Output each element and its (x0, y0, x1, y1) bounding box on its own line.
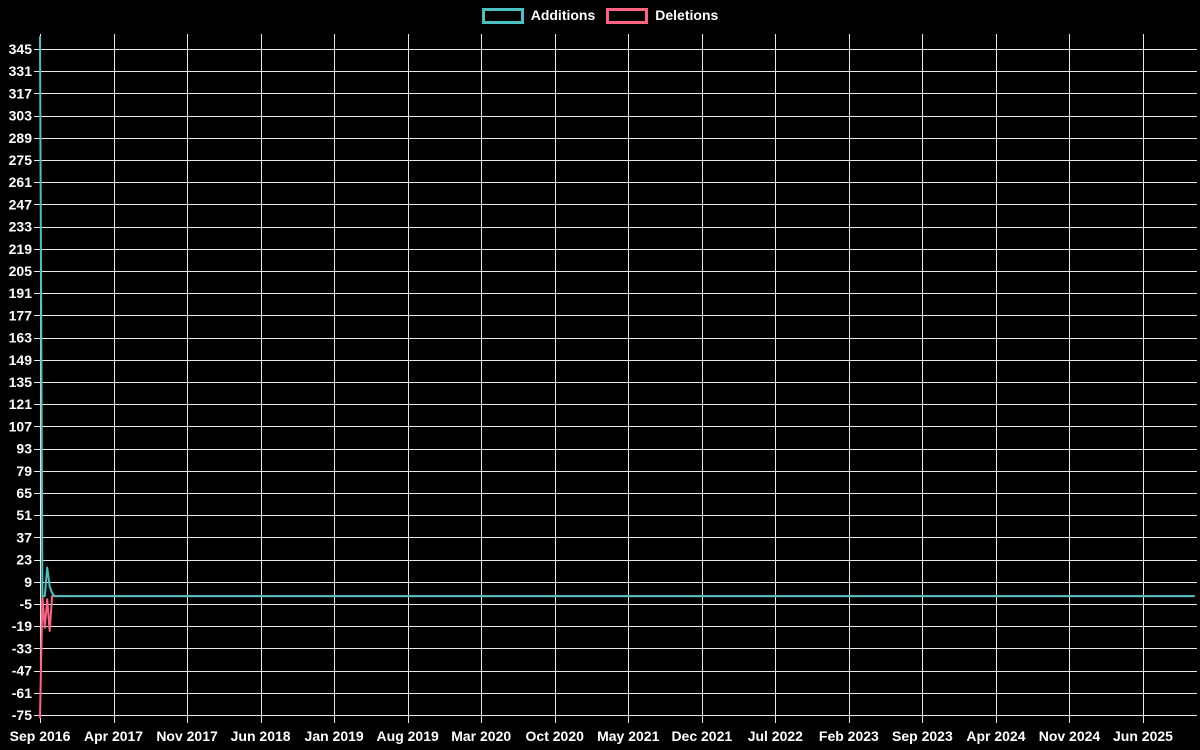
svg-text:37: 37 (16, 529, 32, 545)
svg-text:Mar 2020: Mar 2020 (451, 728, 511, 744)
svg-text:-75: -75 (12, 707, 32, 723)
svg-text:93: 93 (16, 441, 32, 457)
svg-text:331: 331 (9, 63, 33, 79)
svg-text:9: 9 (24, 574, 32, 590)
svg-text:65: 65 (16, 485, 32, 501)
svg-text:Apr 2017: Apr 2017 (84, 728, 143, 744)
svg-text:107: 107 (9, 418, 33, 434)
svg-text:Aug 2019: Aug 2019 (377, 728, 439, 744)
svg-text:177: 177 (9, 307, 33, 323)
svg-text:Jun 2018: Jun 2018 (231, 728, 291, 744)
svg-text:247: 247 (9, 196, 33, 212)
svg-text:79: 79 (16, 463, 32, 479)
svg-text:135: 135 (9, 374, 33, 390)
svg-text:Sep 2016: Sep 2016 (10, 728, 71, 744)
additions-swatch-icon (481, 7, 524, 24)
svg-text:23: 23 (16, 552, 32, 568)
svg-text:275: 275 (9, 152, 33, 168)
svg-text:Sep 2023: Sep 2023 (892, 728, 953, 744)
svg-text:317: 317 (9, 85, 33, 101)
svg-text:219: 219 (9, 241, 33, 257)
svg-text:261: 261 (9, 174, 33, 190)
svg-text:191: 191 (9, 285, 33, 301)
legend-item-additions[interactable]: Additions (481, 7, 596, 24)
svg-text:205: 205 (9, 263, 33, 279)
svg-text:345: 345 (9, 41, 33, 57)
svg-text:-5: -5 (20, 596, 33, 612)
svg-text:149: 149 (9, 352, 33, 368)
svg-text:-47: -47 (12, 663, 32, 679)
svg-text:Nov 2024: Nov 2024 (1039, 728, 1101, 744)
legend-label-additions: Additions (530, 7, 596, 23)
legend-label-deletions: Deletions (655, 7, 719, 23)
svg-text:Jan 2019: Jan 2019 (305, 728, 364, 744)
svg-text:163: 163 (9, 330, 33, 346)
svg-text:Nov 2017: Nov 2017 (156, 728, 218, 744)
svg-text:121: 121 (9, 396, 33, 412)
svg-text:51: 51 (16, 507, 32, 523)
svg-text:233: 233 (9, 219, 33, 235)
chart-legend: Additions Deletions (0, 7, 1200, 24)
svg-text:Dec 2021: Dec 2021 (671, 728, 732, 744)
svg-text:303: 303 (9, 108, 33, 124)
svg-text:-19: -19 (12, 618, 32, 634)
svg-text:Apr 2024: Apr 2024 (966, 728, 1025, 744)
svg-text:Jun 2025: Jun 2025 (1113, 728, 1173, 744)
svg-text:-33: -33 (12, 640, 32, 656)
svg-text:-61: -61 (12, 685, 32, 701)
svg-text:Feb 2023: Feb 2023 (819, 728, 879, 744)
svg-text:Oct 2020: Oct 2020 (526, 728, 585, 744)
svg-text:289: 289 (9, 130, 33, 146)
svg-text:May 2021: May 2021 (597, 728, 659, 744)
deletions-swatch-icon (606, 7, 649, 24)
legend-item-deletions[interactable]: Deletions (606, 7, 718, 24)
svg-text:Jul 2022: Jul 2022 (748, 728, 803, 744)
